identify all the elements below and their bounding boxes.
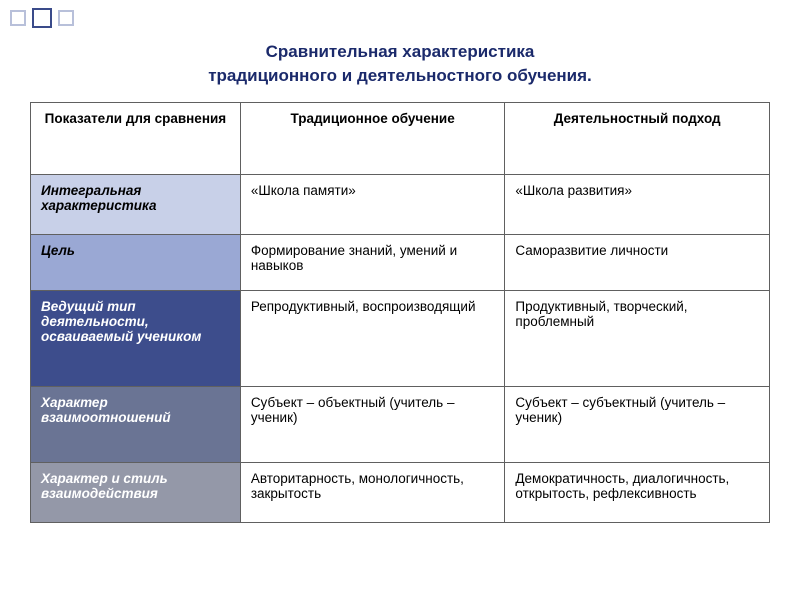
corner-decoration bbox=[10, 10, 74, 28]
cell-activity: Субъект – субъектный (учитель – ученик) bbox=[505, 386, 770, 462]
cell-traditional: «Школа памяти» bbox=[240, 174, 505, 234]
header-col-3: Деятельностный подход bbox=[505, 102, 770, 174]
deco-square bbox=[58, 10, 74, 26]
row-label: Цель bbox=[31, 234, 241, 290]
table-row: Цель Формирование знаний, умений и навык… bbox=[31, 234, 770, 290]
deco-square bbox=[32, 8, 52, 28]
cell-activity: Демократичность, диалогичность, открытос… bbox=[505, 462, 770, 522]
title-line-2: традиционного и деятельностного обучения… bbox=[208, 66, 592, 85]
cell-traditional: Формирование знаний, умений и навыков bbox=[240, 234, 505, 290]
row-label: Ведущий тип деятельности, осваиваемый уч… bbox=[31, 290, 241, 386]
cell-traditional: Авторитарность, монологичность, закрытос… bbox=[240, 462, 505, 522]
table-row: Характер взаимоотношений Субъект – объек… bbox=[31, 386, 770, 462]
row-label: Характер и стиль взаимодействия bbox=[31, 462, 241, 522]
cell-activity: «Школа развития» bbox=[505, 174, 770, 234]
table-header-row: Показатели для сравнения Традиционное об… bbox=[31, 102, 770, 174]
title-line-1: Сравнительная характеристика bbox=[266, 42, 535, 61]
row-label: Интегральная характеристика bbox=[31, 174, 241, 234]
slide-title: Сравнительная характеристика традиционно… bbox=[30, 40, 770, 88]
cell-traditional: Репродуктивный, воспроизводящий bbox=[240, 290, 505, 386]
header-col-2: Традиционное обучение bbox=[240, 102, 505, 174]
table-row: Характер и стиль взаимодействия Авторита… bbox=[31, 462, 770, 522]
cell-activity: Продуктивный, творческий, проблемный bbox=[505, 290, 770, 386]
table-row: Ведущий тип деятельности, осваиваемый уч… bbox=[31, 290, 770, 386]
header-col-1: Показатели для сравнения bbox=[31, 102, 241, 174]
deco-square bbox=[10, 10, 26, 26]
table-row: Интегральная характеристика «Школа памят… bbox=[31, 174, 770, 234]
comparison-table: Показатели для сравнения Традиционное об… bbox=[30, 102, 770, 523]
cell-activity: Саморазвитие личности bbox=[505, 234, 770, 290]
row-label: Характер взаимоотношений bbox=[31, 386, 241, 462]
slide-content: Сравнительная характеристика традиционно… bbox=[0, 0, 800, 600]
cell-traditional: Субъект – объектный (учитель – ученик) bbox=[240, 386, 505, 462]
